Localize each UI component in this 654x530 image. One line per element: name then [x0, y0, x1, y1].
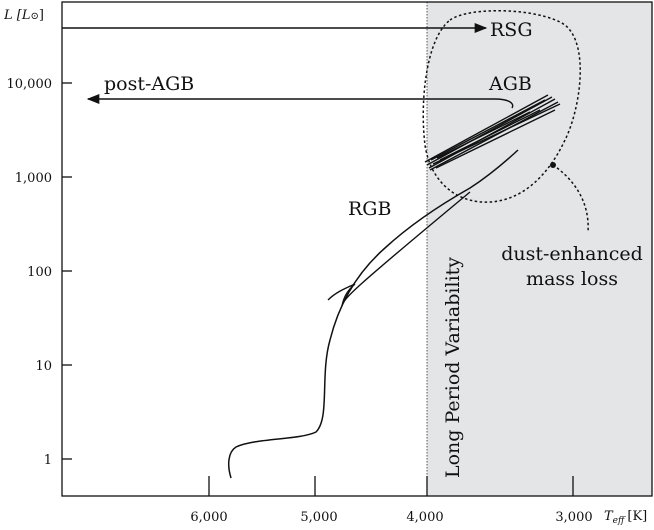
rsg-label: RSG — [490, 19, 533, 41]
evolutionary-track — [227, 149, 519, 479]
x-axis-label: Teff [K] — [604, 509, 647, 525]
x-tick-label-4000: 4,000 — [406, 510, 443, 525]
x-axis-label-T: T — [604, 509, 614, 524]
y-axis-label-close: ] — [39, 8, 44, 23]
x-tick-label-5000: 5,000 — [300, 510, 337, 525]
dust-label-line2: mass loss — [526, 268, 618, 290]
lpv-region — [427, 2, 652, 496]
post-agb-label: post-AGB — [104, 73, 194, 95]
y-tick-label-10000: 10,000 — [7, 77, 53, 92]
rgb-label: RGB — [348, 198, 391, 220]
lpv-label: Long Period Variability — [442, 257, 464, 478]
dust-label-line1: dust-enhanced — [501, 243, 643, 265]
y-tick-label-10: 10 — [35, 359, 52, 374]
agb-label: AGB — [488, 73, 532, 95]
y-axis-label-main: L [L — [3, 8, 30, 23]
dust-pointer-line — [552, 164, 589, 233]
y-tick-label-1000: 1,000 — [15, 171, 52, 186]
x-axis-label-unit: [K] — [627, 509, 647, 524]
x-tick-label-6000: 6,000 — [190, 510, 227, 525]
y-tick-label-1: 1 — [44, 453, 52, 468]
x-tick-label-3000: 3,000 — [555, 510, 592, 525]
y-axis-label: L [L⊙] — [3, 8, 44, 23]
agb-tracks — [424, 94, 561, 171]
x-axis-label-sub: eff — [613, 516, 626, 525]
dust-region-outline — [422, 10, 581, 203]
y-axis-label-sun: ⊙ — [30, 11, 38, 22]
plot-frame — [61, 1, 653, 497]
post-agb-arrow — [86, 93, 514, 109]
y-tick-label-100: 100 — [27, 265, 52, 280]
red-clump-loop — [327, 191, 471, 307]
